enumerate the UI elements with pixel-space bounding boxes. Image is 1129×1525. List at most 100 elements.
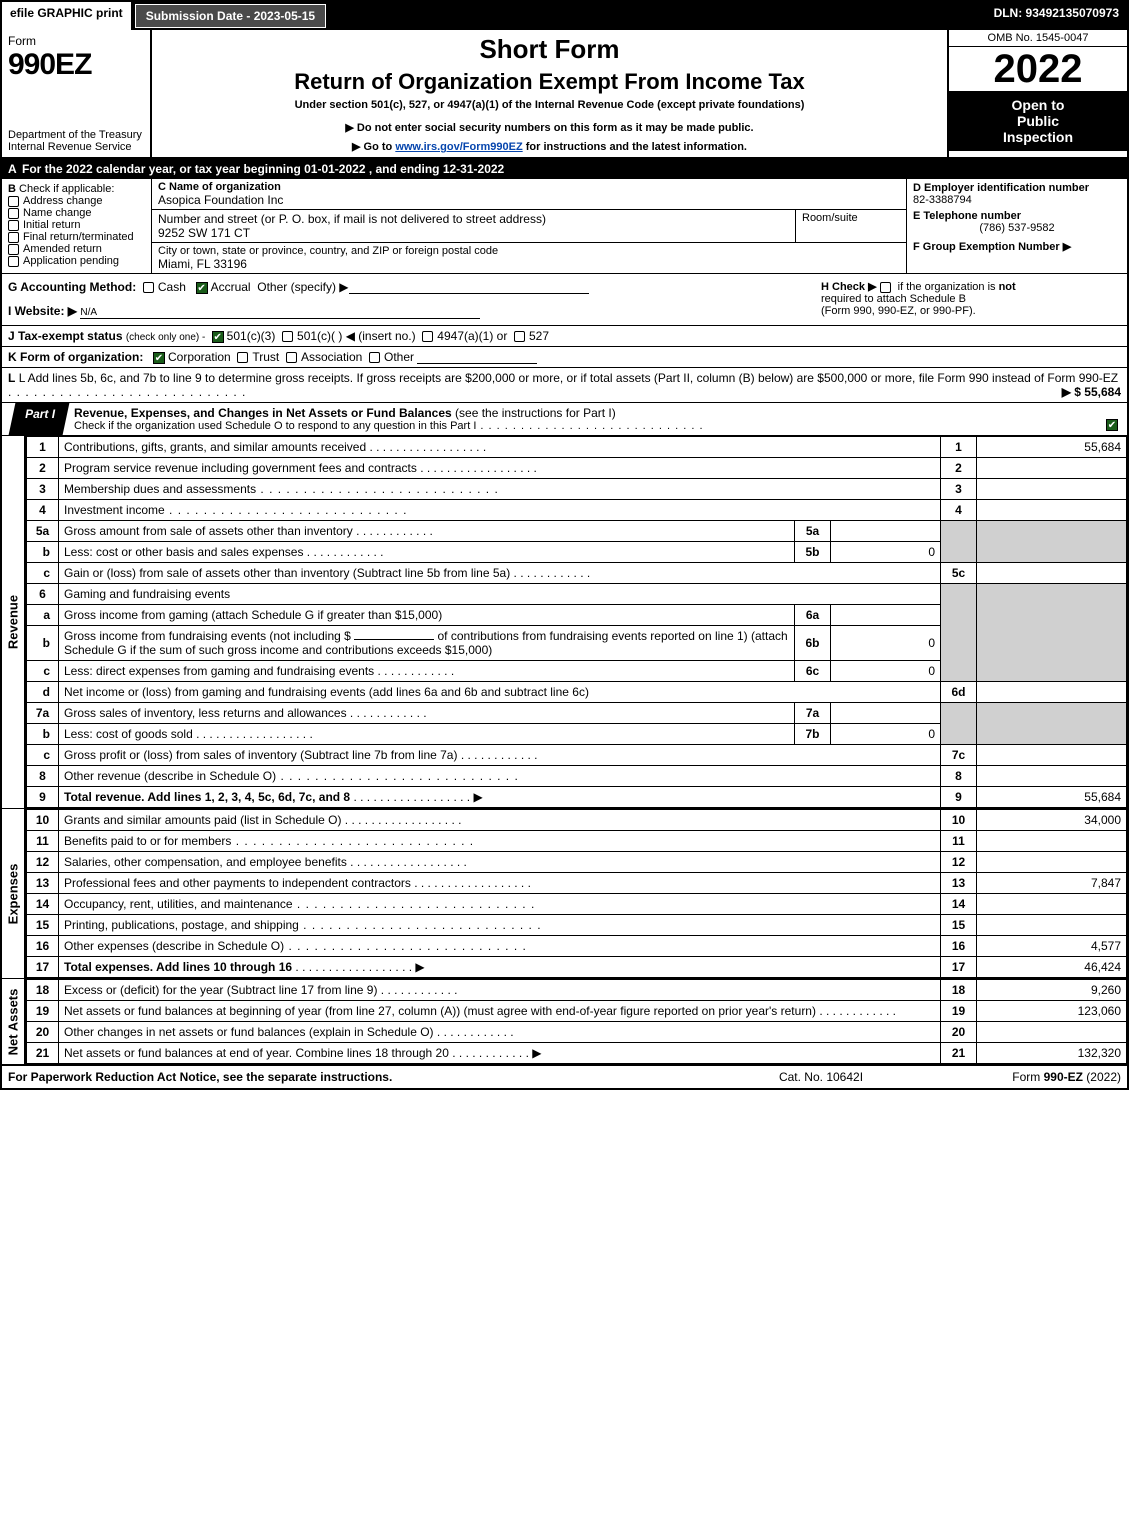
open-line2: Public: [1017, 113, 1059, 129]
k-opt0: Corporation: [168, 350, 231, 364]
l6b-d1: Gross income from fundraising events (no…: [64, 629, 351, 643]
k-label: K Form of organization:: [8, 350, 143, 364]
b-opt-2: Initial return: [23, 219, 80, 231]
checkbox-application-pending[interactable]: [8, 256, 19, 267]
form-container: efile GRAPHIC print Submission Date - 20…: [0, 0, 1129, 1090]
l5b-num: b: [27, 542, 59, 563]
l7b-num: b: [27, 724, 59, 745]
tax-year: 2022: [949, 47, 1127, 91]
checkbox-association[interactable]: [286, 352, 297, 363]
j-label: J Tax-exempt status: [8, 329, 123, 343]
l14-num: 14: [27, 894, 59, 915]
l6c-mini-val: 0: [831, 661, 941, 682]
checkbox-527[interactable]: [514, 331, 525, 342]
checkbox-address-change[interactable]: [8, 196, 19, 207]
checkbox-accrual[interactable]: [196, 282, 208, 294]
line-18: 18 Excess or (deficit) for the year (Sub…: [27, 980, 1127, 1001]
l6b-num: b: [27, 626, 59, 661]
omb-number: OMB No. 1545-0047: [949, 30, 1127, 47]
dept-treasury: Department of the Treasury Internal Reve…: [8, 129, 144, 153]
l18-desc: Excess or (deficit) for the year (Subtra…: [64, 983, 377, 997]
l8-desc: Other revenue (describe in Schedule O): [64, 769, 276, 783]
l11-lbl: 11: [941, 831, 977, 852]
checkbox-h[interactable]: [880, 282, 891, 293]
b-opt-0: Address change: [23, 195, 103, 207]
l3-amt: [977, 479, 1127, 500]
l16-lbl: 16: [941, 936, 977, 957]
open-line3: Inspection: [1003, 129, 1073, 145]
b-opt-5: Application pending: [23, 255, 119, 267]
l19-num: 19: [27, 1001, 59, 1022]
part1-tab-text: Part I: [25, 407, 55, 421]
footer-right-pre: Form: [1012, 1070, 1043, 1084]
checkbox-501c3[interactable]: [212, 331, 224, 343]
checkbox-amended-return[interactable]: [8, 244, 19, 255]
l7b-mini-lbl: 7b: [795, 724, 831, 745]
l6-num: 6: [27, 584, 59, 605]
checkbox-corporation[interactable]: [153, 352, 165, 364]
l6c-mini-lbl: 6c: [795, 661, 831, 682]
checkbox-name-change[interactable]: [8, 208, 19, 219]
c-addr-lbl: Number and street (or P. O. box, if mail…: [158, 212, 546, 226]
form-word: Form: [8, 34, 144, 48]
under-section: Under section 501(c), 527, or 4947(a)(1)…: [160, 99, 939, 111]
l19-amt: 123,060: [977, 1001, 1127, 1022]
l4-desc: Investment income: [64, 503, 165, 517]
l2-desc: Program service revenue including govern…: [64, 461, 417, 475]
side-revenue-text: Revenue: [6, 595, 21, 649]
revenue-block: Revenue 1 Contributions, gifts, grants, …: [2, 436, 1127, 809]
line-1: 1 Contributions, gifts, grants, and simi…: [27, 437, 1127, 458]
header-left: Form 990EZ Department of the Treasury In…: [2, 30, 152, 157]
l5c-desc: Gain or (loss) from sale of assets other…: [64, 566, 510, 580]
line-10: 10 Grants and similar amounts paid (list…: [27, 810, 1127, 831]
j-opt2: 501(c)( ) ◀ (insert no.): [297, 329, 416, 343]
b-title: Check if applicable:: [19, 183, 114, 195]
l14-desc: Occupancy, rent, utilities, and maintena…: [64, 897, 293, 911]
checkbox-schedule-o[interactable]: [1106, 419, 1118, 431]
checkbox-other-org[interactable]: [369, 352, 380, 363]
efile-label[interactable]: efile GRAPHIC print: [2, 2, 133, 30]
irs-link[interactable]: www.irs.gov/Form990EZ: [395, 141, 522, 153]
l6a-mini-lbl: 6a: [795, 605, 831, 626]
l10-amt: 34,000: [977, 810, 1127, 831]
c-city-lbl: City or town, state or province, country…: [158, 245, 498, 257]
line-9: 9 Total revenue. Add lines 1, 2, 3, 4, 5…: [27, 787, 1127, 808]
l6b-mini-lbl: 6b: [795, 626, 831, 661]
checkbox-final-return[interactable]: [8, 232, 19, 243]
header-row: Form 990EZ Department of the Treasury In…: [2, 30, 1127, 159]
k-opt3: Other: [384, 350, 414, 364]
expenses-block: Expenses 10 Grants and similar amounts p…: [2, 809, 1127, 979]
l6a-mini-val: [831, 605, 941, 626]
footer-right-post: (2022): [1083, 1070, 1121, 1084]
l5a-desc: Gross amount from sale of assets other t…: [64, 524, 353, 538]
l12-amt: [977, 852, 1127, 873]
l7-shade-amt: [977, 703, 1127, 745]
part1-title-paren: (see the instructions for Part I): [455, 406, 616, 420]
checkbox-4947[interactable]: [422, 331, 433, 342]
part1-sub-dots: [476, 420, 703, 432]
checkbox-trust[interactable]: [237, 352, 248, 363]
l11-desc: Benefits paid to or for members: [64, 834, 231, 848]
checkbox-501c[interactable]: [282, 331, 293, 342]
l8-num: 8: [27, 766, 59, 787]
l6-shade: [941, 584, 977, 682]
l-dots: [8, 385, 246, 399]
checkbox-initial-return[interactable]: [8, 220, 19, 231]
line-19: 19 Net assets or fund balances at beginn…: [27, 1001, 1127, 1022]
dept-line2: Internal Revenue Service: [8, 141, 132, 153]
netassets-block: Net Assets 18 Excess or (deficit) for th…: [2, 979, 1127, 1066]
g-cash: Cash: [158, 280, 186, 294]
l6c-desc: Less: direct expenses from gaming and fu…: [64, 664, 374, 678]
section-h: H Check ▶ if the organization is not req…: [821, 280, 1121, 319]
h-pre: H Check ▶: [821, 281, 877, 293]
d-ein-lbl: D Employer identification number: [913, 182, 1121, 194]
side-netassets: Net Assets: [2, 979, 26, 1064]
section-def: D Employer identification number 82-3388…: [907, 179, 1127, 273]
org-street: 9252 SW 171 CT: [158, 226, 250, 240]
checkbox-cash[interactable]: [143, 282, 154, 293]
l20-lbl: 20: [941, 1022, 977, 1043]
return-title: Return of Organization Exempt From Incom…: [160, 69, 939, 95]
dept-line1: Department of the Treasury: [8, 129, 142, 141]
line-8: 8 Other revenue (describe in Schedule O)…: [27, 766, 1127, 787]
l5c-lbl: 5c: [941, 563, 977, 584]
